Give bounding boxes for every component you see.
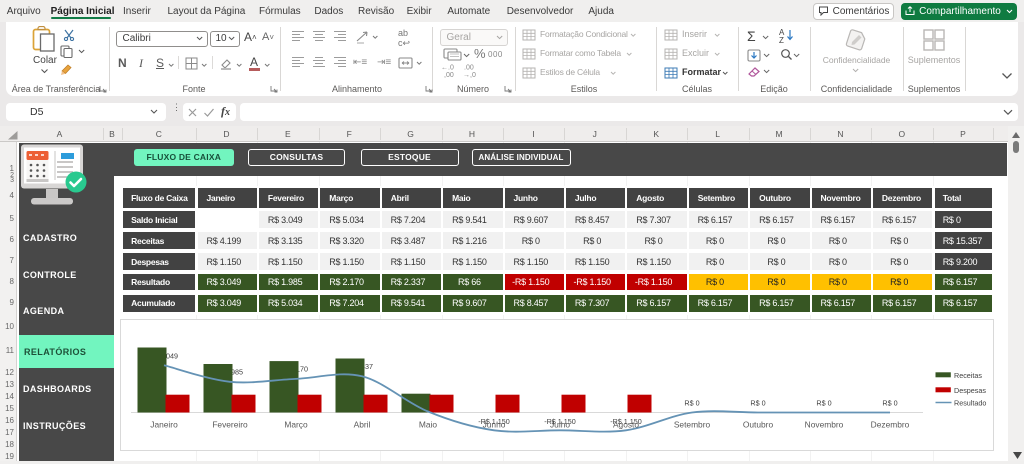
- svg-text:R$ 0: R$ 0: [750, 399, 765, 408]
- svg-text:Dezembro: Dezembro: [871, 420, 910, 430]
- svg-text:-R$ 1.150: -R$ 1.150: [478, 417, 510, 426]
- svg-text:←.0: ←.0: [441, 65, 454, 72]
- svg-text:R$ 0: R$ 0: [816, 399, 831, 408]
- svg-text:Setembro: Setembro: [674, 420, 711, 430]
- svg-text:R$ 0: R$ 0: [882, 399, 897, 408]
- svg-text:Agosto: Agosto: [613, 420, 639, 430]
- svg-text:R$ 0: R$ 0: [684, 399, 699, 408]
- svg-text:Abril: Abril: [354, 420, 371, 430]
- svg-text:-R$ 1.150: -R$ 1.150: [610, 417, 642, 426]
- svg-text:Outubro: Outubro: [743, 420, 774, 430]
- svg-text:Novembro: Novembro: [805, 420, 844, 430]
- svg-text:→,0: →,0: [463, 72, 476, 78]
- svg-text:Resultado: Resultado: [954, 398, 986, 407]
- svg-text:Julho: Julho: [550, 420, 570, 430]
- svg-text:.00: .00: [464, 65, 474, 72]
- svg-text:A: A: [779, 28, 785, 37]
- svg-text:Receitas: Receitas: [954, 371, 982, 380]
- svg-text:Despesas: Despesas: [954, 386, 986, 395]
- svg-text:Janeiro: Janeiro: [150, 420, 178, 430]
- svg-text:Maio: Maio: [419, 420, 437, 430]
- svg-text:-R$ 1.150: -R$ 1.150: [544, 417, 576, 426]
- svg-text:Fevereiro: Fevereiro: [212, 420, 248, 430]
- svg-text:Março: Março: [284, 420, 308, 430]
- svg-text:Junho: Junho: [483, 420, 506, 430]
- svg-text:,00: ,00: [444, 72, 454, 78]
- svg-text:Z: Z: [779, 36, 784, 43]
